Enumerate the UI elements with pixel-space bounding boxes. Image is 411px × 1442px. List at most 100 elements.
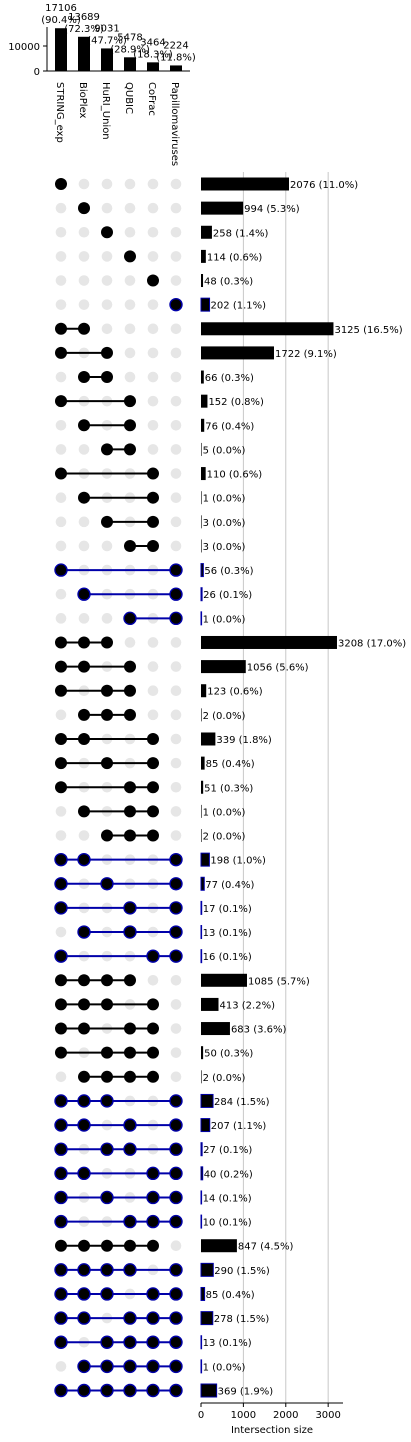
matrix-dot-active xyxy=(100,1335,114,1349)
intersection-bar-label: 1056 (5.6%) xyxy=(247,663,309,674)
set-name-label: Papillomaviruses xyxy=(169,82,180,166)
matrix-dot-inactive xyxy=(55,806,67,817)
intersection-bar xyxy=(200,1359,203,1374)
matrix-dot-active xyxy=(55,322,67,335)
intersection-bar-label: 1 (0.0%) xyxy=(203,807,246,818)
matrix-dot-inactive xyxy=(147,661,159,672)
matrix-dot-inactive xyxy=(124,299,136,310)
intersection-bar xyxy=(200,297,211,312)
matrix-dot-active xyxy=(101,829,113,842)
matrix-dot-inactive xyxy=(170,999,182,1010)
matrix-dot-active xyxy=(78,660,90,673)
matrix-dot-inactive xyxy=(170,806,182,817)
intersection-bar xyxy=(201,322,334,336)
matrix-dot-inactive xyxy=(101,613,113,624)
matrix-dot-active xyxy=(54,563,68,577)
set-name-label: STRING_exp xyxy=(54,82,65,143)
matrix-dot-inactive xyxy=(124,202,136,214)
matrix-dot-active xyxy=(147,781,159,794)
matrix-dot-inactive xyxy=(55,202,67,214)
matrix-dot-active xyxy=(123,925,137,939)
intersection-bar-label: 2 (0.0%) xyxy=(203,1073,246,1084)
matrix-dot-active xyxy=(123,1335,137,1349)
matrix-dot-active xyxy=(100,1094,114,1108)
matrix-dot-inactive xyxy=(55,275,67,286)
matrix-dot-active xyxy=(78,998,90,1011)
matrix-dot-active xyxy=(146,1383,160,1398)
matrix-dot-inactive xyxy=(124,371,136,383)
intersection-bar xyxy=(200,1118,211,1133)
intersection-bar xyxy=(201,515,202,529)
matrix-dot-active xyxy=(55,974,67,987)
intersection-bar-label: 847 (4.5%) xyxy=(238,1242,294,1253)
matrix-dot-active xyxy=(54,1142,68,1156)
matrix-dot-active xyxy=(169,949,183,963)
matrix-dot-active xyxy=(77,852,91,867)
matrix-dot-inactive xyxy=(78,516,90,528)
matrix-dot-active xyxy=(169,563,183,577)
intersection-bar-label: 258 (1.4%) xyxy=(213,228,269,239)
matrix-dot-inactive xyxy=(55,926,67,938)
matrix-dot-active xyxy=(123,901,137,915)
intersection-bar xyxy=(200,949,203,964)
intersection-bar-label: 51 (0.3%) xyxy=(204,783,253,794)
matrix-dot-active xyxy=(169,587,183,601)
matrix-dot-active xyxy=(124,250,136,263)
matrix-dot-inactive xyxy=(124,226,136,238)
matrix-dot-inactive xyxy=(170,347,182,359)
intersection-bar-label: 1722 (9.1%) xyxy=(275,349,337,360)
matrix-dot-active xyxy=(101,684,113,697)
intersection-bar xyxy=(200,1214,203,1229)
intersection-bar xyxy=(200,1093,214,1108)
matrix-dot-active xyxy=(147,274,159,287)
matrix-dot-active xyxy=(124,805,136,818)
intersection-bar xyxy=(200,1335,203,1350)
matrix-dot-active xyxy=(100,1359,114,1374)
matrix-dot-active xyxy=(123,1142,137,1156)
matrix-dot-active xyxy=(54,1287,68,1301)
matrix-dot-active xyxy=(124,660,136,673)
matrix-dot-active xyxy=(100,1263,114,1277)
intersection-bar xyxy=(201,708,202,722)
matrix-dot-inactive xyxy=(170,1071,182,1083)
matrix-dot-inactive xyxy=(170,420,182,431)
intersection-bar-label: 48 (0.3%) xyxy=(204,277,253,288)
matrix-dot-active xyxy=(54,1118,68,1132)
matrix-dot-active xyxy=(78,202,90,215)
matrix-dot-active xyxy=(147,515,159,528)
matrix-dot-active xyxy=(101,515,113,528)
matrix-dot-inactive xyxy=(78,178,90,190)
matrix-dot-inactive xyxy=(170,661,182,672)
matrix-dot-active xyxy=(146,1287,160,1301)
matrix-dot-active xyxy=(124,781,136,794)
matrix-dot-active xyxy=(78,732,90,745)
matrix-dot-inactive xyxy=(147,974,159,986)
matrix-dot-active xyxy=(147,1070,159,1083)
set-name-label: BioPlex xyxy=(77,82,88,119)
matrix-dot-active xyxy=(55,467,67,480)
matrix-dot-active xyxy=(124,708,136,721)
intersection-bar-label: 110 (0.6%) xyxy=(207,470,263,481)
matrix-dot-inactive xyxy=(170,637,182,648)
matrix-dot-inactive xyxy=(101,202,113,214)
matrix-dot-active xyxy=(78,805,90,818)
matrix-dot-active xyxy=(169,877,183,891)
intersection-bar-label: 1 (0.0%) xyxy=(203,494,246,505)
intersection-bar xyxy=(201,177,289,191)
matrix-dot-inactive xyxy=(147,323,159,335)
intersection-bar xyxy=(201,274,204,288)
matrix-dot-active xyxy=(124,1046,136,1059)
intersection-bar-label: 56 (0.3%) xyxy=(204,566,253,577)
matrix-dot-active xyxy=(100,1142,114,1156)
matrix-dot-inactive xyxy=(147,637,159,648)
matrix-dot-active xyxy=(54,1311,68,1325)
matrix-dot-active xyxy=(54,1094,68,1108)
set-size-bar-label: 5478 (28.9%) xyxy=(110,32,150,55)
set-size-bar xyxy=(55,28,67,71)
matrix-dot-active xyxy=(101,974,113,987)
matrix-dot-inactive xyxy=(170,444,182,455)
intersection-bar xyxy=(201,346,274,360)
matrix-dot-inactive xyxy=(55,540,67,552)
intersection-bar xyxy=(200,1190,203,1205)
matrix-dot-inactive xyxy=(55,420,67,431)
